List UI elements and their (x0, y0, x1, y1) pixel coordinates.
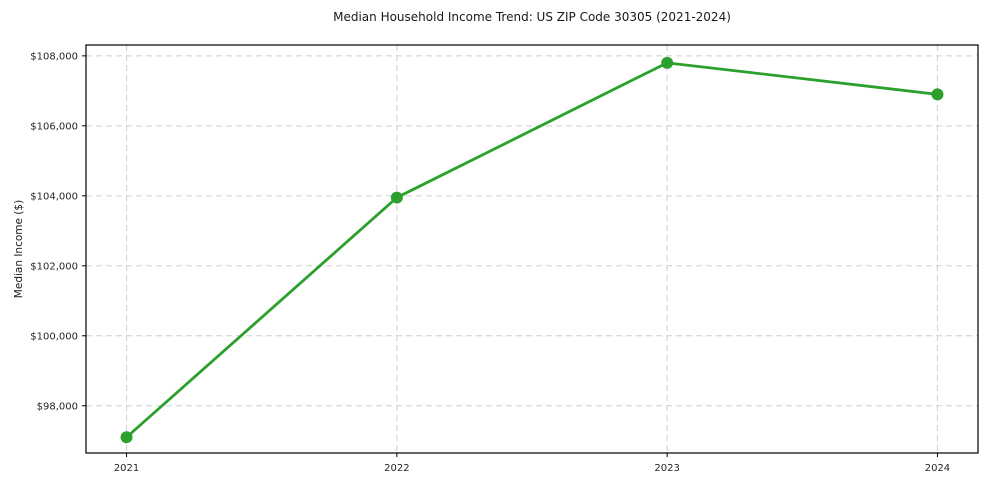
y-tick-label: $98,000 (37, 401, 78, 412)
y-tick-label: $104,000 (30, 191, 78, 202)
data-point-marker (931, 88, 944, 101)
y-tick-label: $106,000 (30, 121, 78, 132)
y-tick-label: $100,000 (30, 331, 78, 342)
x-tick-label: 2024 (925, 463, 950, 474)
x-tick-label: 2022 (384, 463, 409, 474)
data-point-marker (390, 191, 403, 204)
x-tick-label: 2021 (114, 463, 139, 474)
y-tick-label: $108,000 (30, 51, 78, 62)
y-axis-label: Median Income ($) (13, 199, 25, 299)
trend-line (125, 61, 939, 439)
data-point-marker (661, 56, 674, 69)
x-tick-label: 2023 (654, 463, 679, 474)
plot-border (85, 44, 979, 454)
data-point-marker (120, 431, 133, 444)
chart-title: Median Household Income Trend: US ZIP Co… (333, 10, 731, 24)
y-tick-label: $102,000 (30, 261, 78, 272)
